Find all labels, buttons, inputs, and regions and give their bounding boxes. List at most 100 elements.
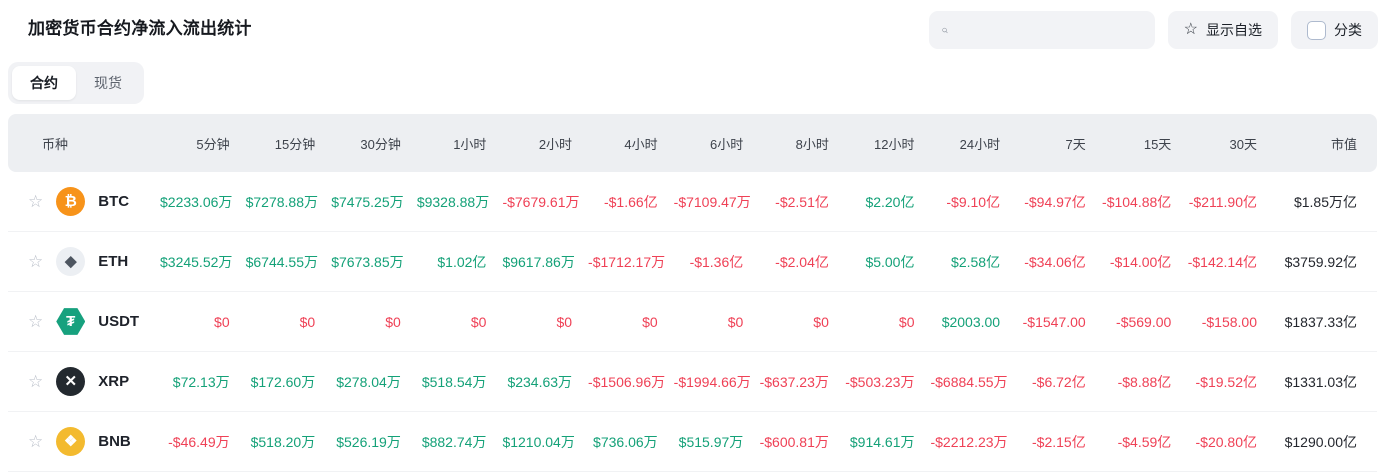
market-cap-cell: $1837.33亿 <box>1273 292 1377 352</box>
flow-value-cell: $3245.52万 <box>160 232 246 292</box>
category-label: 分类 <box>1334 22 1362 38</box>
flow-value-cell: $0 <box>331 292 417 352</box>
eth-icon: ◆ <box>56 247 86 276</box>
column-header: 5分钟 <box>160 114 246 172</box>
favorite-star-icon[interactable]: ☆ <box>28 312 44 331</box>
flows-table-wrap: 币种 5分钟 15分钟 30分钟 1小时 2小时 4小时 6小时 8小时 12小时 24小时 7天 15… <box>8 114 1377 472</box>
favorite-star-icon[interactable]: ☆ <box>28 192 44 211</box>
xrp-icon: ✕ <box>56 367 86 396</box>
flow-value-cell: $7475.25万 <box>331 172 417 232</box>
flow-value-cell: $9328.88万 <box>416 172 503 232</box>
bnb-icon: ❖ <box>56 427 86 456</box>
flow-value-cell: -$600.81万 <box>759 412 845 472</box>
flow-value-cell: -$34.06亿 <box>1016 232 1102 292</box>
flow-value-cell: $0 <box>502 292 589 352</box>
flow-value-cell: -$1.36亿 <box>673 232 760 292</box>
tab-contract[interactable]: 合约 <box>12 66 76 100</box>
flow-value-cell: -$6884.55万 <box>930 352 1017 412</box>
flow-value-cell: $914.61万 <box>844 412 931 472</box>
coin-symbol: USDT <box>98 313 140 330</box>
show-favorites-label: 显示自选 <box>1206 22 1262 38</box>
flow-value-cell: -$8.88亿 <box>1101 352 1188 412</box>
column-header: 30天 <box>1187 114 1273 172</box>
flow-value-cell: -$6.72亿 <box>1016 352 1102 412</box>
column-header: 30分钟 <box>331 114 417 172</box>
toolbar: ☆ 显示自选 分类 <box>928 11 1378 49</box>
favorite-star-icon[interactable]: ☆ <box>28 372 44 391</box>
flow-value-cell: -$2212.23万 <box>930 412 1017 472</box>
flow-value-cell: $2.20亿 <box>844 172 931 232</box>
search-input[interactable] <box>956 21 1142 39</box>
flow-value-cell: $9617.86万 <box>502 232 589 292</box>
coin-cell: ☆ ✕ XRP <box>8 352 160 412</box>
top-bar: 加密货币合约净流入流出统计 ☆ 显示自选 分类 <box>0 0 1389 49</box>
flow-value-cell: -$2.04亿 <box>759 232 845 292</box>
table-row[interactable]: ☆ ❖ BNB -$46.49万 $518.20万 $526.19万 $882.74万 $12… <box>8 412 1377 472</box>
table-row[interactable]: ☆ ₿ BTC $2233.06万 $7278.88万 $7475.25万 $9328.88… <box>8 172 1377 232</box>
search-box[interactable] <box>928 11 1155 49</box>
flow-value-cell: -$2.51亿 <box>759 172 845 232</box>
market-type-tabs: 合约 现货 <box>8 62 144 104</box>
coin-cell: ☆ ◆ ETH <box>8 232 160 292</box>
category-checkbox[interactable] <box>1307 20 1326 40</box>
star-outline-icon: ☆ <box>1183 21 1198 38</box>
flow-value-cell: -$9.10亿 <box>930 172 1017 232</box>
column-header: 4小时 <box>588 114 674 172</box>
column-header: 15天 <box>1101 114 1188 172</box>
flow-value-cell: -$569.00 <box>1101 292 1188 352</box>
category-button[interactable]: 分类 <box>1291 11 1378 49</box>
flow-value-cell: -$1547.00 <box>1016 292 1102 352</box>
market-cap-cell: $1331.03亿 <box>1273 352 1377 412</box>
table-row[interactable]: ☆ ₮ USDT $0 $0 $0 $0 $0 $0 $0 $0 $0 $2003.00 -$1547.0… <box>8 292 1377 352</box>
flow-value-cell: $518.20万 <box>245 412 332 472</box>
table-row[interactable]: ☆ ◆ ETH $3245.52万 $6744.55万 $7673.85万 $1.02亿 $9… <box>8 232 1377 292</box>
flow-value-cell: -$94.97亿 <box>1016 172 1102 232</box>
flow-value-cell: -$503.23万 <box>844 352 931 412</box>
column-header: 8小时 <box>759 114 845 172</box>
flow-value-cell: $518.54万 <box>416 352 503 412</box>
flow-value-cell: $736.06万 <box>588 412 674 472</box>
flow-value-cell: $6744.55万 <box>245 232 332 292</box>
show-favorites-button[interactable]: ☆ 显示自选 <box>1167 11 1278 49</box>
column-header: 1小时 <box>416 114 503 172</box>
flow-value-cell: $72.13万 <box>160 352 246 412</box>
flow-value-cell: -$211.90亿 <box>1187 172 1273 232</box>
coin-cell: ☆ ₿ BTC <box>8 172 160 232</box>
btc-icon: ₿ <box>56 187 86 216</box>
column-header: 2小时 <box>502 114 589 172</box>
flow-value-cell: $172.60万 <box>245 352 332 412</box>
flow-value-cell: -$14.00亿 <box>1101 232 1188 292</box>
market-cap-cell: $1290.00亿 <box>1273 412 1377 472</box>
flow-value-cell: -$1994.66万 <box>673 352 760 412</box>
flow-value-cell: $0 <box>759 292 845 352</box>
flow-value-cell: -$7679.61万 <box>502 172 589 232</box>
column-header: 24小时 <box>930 114 1017 172</box>
flow-value-cell: -$19.52亿 <box>1187 352 1273 412</box>
flow-value-cell: -$2.15亿 <box>1016 412 1102 472</box>
flow-value-cell: $515.97万 <box>673 412 760 472</box>
flow-value-cell: $234.63万 <box>502 352 589 412</box>
flow-value-cell: $7278.88万 <box>245 172 332 232</box>
table-row[interactable]: ☆ ✕ XRP $72.13万 $172.60万 $278.04万 $518.54万 $234… <box>8 352 1377 412</box>
coin-cell: ☆ ❖ BNB <box>8 412 160 472</box>
flow-value-cell: $278.04万 <box>331 352 417 412</box>
column-header: 15分钟 <box>245 114 332 172</box>
flow-value-cell: $0 <box>245 292 332 352</box>
search-icon <box>942 27 948 33</box>
flow-value-cell: $0 <box>160 292 246 352</box>
table-header-row: 币种 5分钟 15分钟 30分钟 1小时 2小时 4小时 6小时 8小时 12小时 24小时 7天 15… <box>8 114 1377 172</box>
flow-value-cell: -$142.14亿 <box>1187 232 1273 292</box>
flow-value-cell: -$104.88亿 <box>1101 172 1188 232</box>
favorite-star-icon[interactable]: ☆ <box>28 432 44 451</box>
flow-value-cell: -$46.49万 <box>160 412 246 472</box>
flow-value-cell: $1210.04万 <box>502 412 589 472</box>
favorite-star-icon[interactable]: ☆ <box>28 252 44 271</box>
tab-spot[interactable]: 现货 <box>94 75 122 91</box>
flow-value-cell: -$4.59亿 <box>1101 412 1188 472</box>
flow-value-cell: $0 <box>416 292 503 352</box>
flow-value-cell: -$1.66亿 <box>588 172 674 232</box>
flow-value-cell: $882.74万 <box>416 412 503 472</box>
page-title: 加密货币合约净流入流出统计 <box>28 19 252 38</box>
flow-value-cell: $526.19万 <box>331 412 417 472</box>
flow-value-cell: -$158.00 <box>1187 292 1273 352</box>
